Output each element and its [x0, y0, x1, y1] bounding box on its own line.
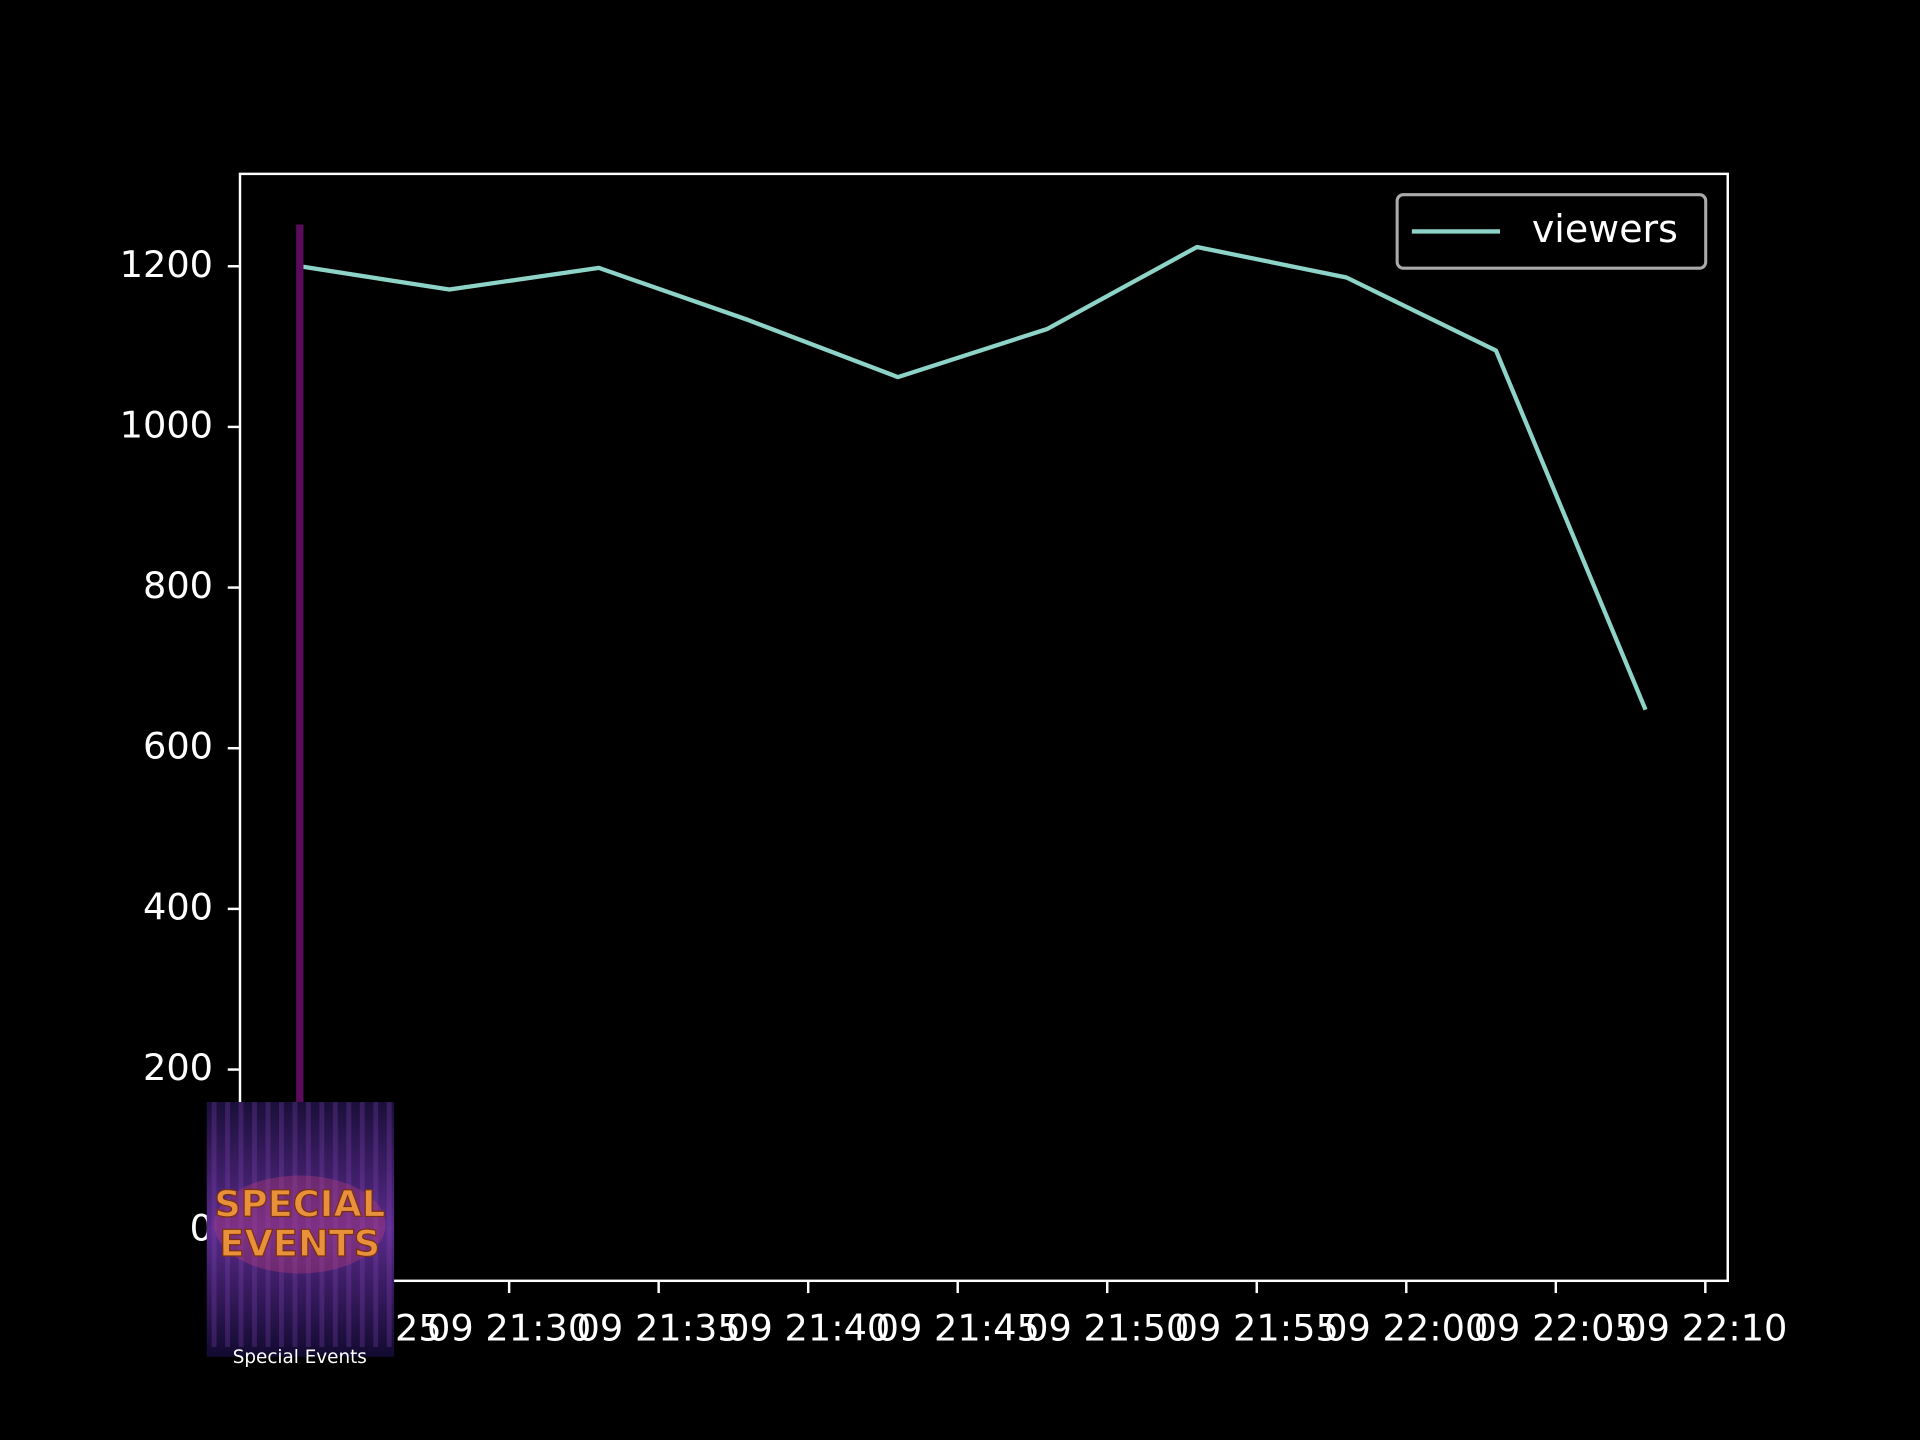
- thumbnail-bg: [206, 1102, 395, 1357]
- thumbnail-glow: [214, 1175, 386, 1274]
- series-line: [299, 244, 1648, 711]
- x-tick-label: 09 21:35: [577, 1306, 741, 1349]
- thumbnail-text: EVENTS: [219, 1222, 380, 1265]
- thumbnail-text: SPECIAL: [214, 1183, 385, 1226]
- legend-box: [1395, 193, 1708, 270]
- thumbnail-stripe: [305, 1102, 311, 1347]
- y-tick-label: 1000: [120, 403, 213, 446]
- thumbnail-stripe: [211, 1102, 217, 1347]
- thumbnail-stripe: [346, 1102, 352, 1347]
- legend-label: viewers: [1532, 207, 1678, 251]
- thumbnail-caption: Special Events: [233, 1347, 367, 1368]
- x-tick-label: 09 22:10: [1623, 1306, 1787, 1349]
- thumbnail-stripe: [225, 1102, 231, 1347]
- x-tick-label: 09 21:30: [427, 1306, 591, 1349]
- x-tick-label: 09 21:45: [876, 1306, 1040, 1349]
- x-tick-label: 09 21:50: [1025, 1306, 1189, 1349]
- x-tick-label: 09 22:05: [1474, 1306, 1638, 1349]
- thumbnail-stripe: [332, 1102, 338, 1347]
- x-tick-label: 09 21:40: [726, 1306, 890, 1349]
- y-tick-label: 200: [143, 1046, 213, 1089]
- thumbnail-stripe: [386, 1102, 392, 1347]
- thumbnail-stripe: [252, 1102, 257, 1347]
- thumbnail-stripe: [238, 1102, 244, 1347]
- x-tick-label: 09 22:00: [1324, 1306, 1488, 1349]
- x-tick-label: 09 21:55: [1175, 1306, 1339, 1349]
- thumbnail-stripe: [278, 1102, 284, 1347]
- thumbnail-stripe: [292, 1102, 298, 1347]
- thumbnail-stripe: [319, 1102, 325, 1347]
- y-tick-label: 800: [143, 564, 213, 607]
- thumbnail-stripe: [265, 1102, 271, 1347]
- y-tick-label: 1200: [120, 243, 213, 286]
- y-tick-label: 400: [143, 885, 213, 928]
- plot-frame: [238, 172, 1729, 1283]
- thumbnail-stripe: [373, 1102, 379, 1347]
- y-tick-label: 600: [143, 725, 213, 768]
- thumbnail-stripe: [359, 1102, 365, 1347]
